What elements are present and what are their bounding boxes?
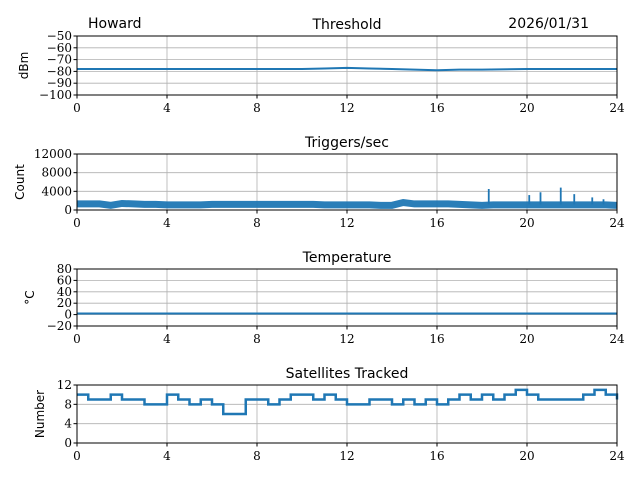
- y-tick-label: −50: [47, 29, 72, 43]
- series-line: [77, 388, 619, 416]
- station-label: Howard: [88, 16, 142, 32]
- x-tick-label: 24: [609, 449, 625, 463]
- x-tick-label: 0: [73, 101, 81, 115]
- y-axis-label: Count: [13, 164, 27, 200]
- x-tick-label: 4: [163, 101, 171, 115]
- y-tick-label: 0: [64, 436, 72, 450]
- x-tick-label: 20: [519, 449, 534, 463]
- series-line: [77, 66, 617, 72]
- x-tick-label: 4: [163, 449, 171, 463]
- x-tick-label: 16: [429, 101, 444, 115]
- y-tick-label: −20: [47, 319, 72, 333]
- y-tick-label: −80: [47, 64, 72, 78]
- y-tick-label: 12000: [34, 147, 72, 161]
- x-tick-label: 24: [609, 216, 625, 230]
- x-tick-label: 0: [73, 332, 81, 346]
- x-tick-label: 12: [339, 332, 354, 346]
- subplot-title: Triggers/sec: [304, 135, 389, 151]
- y-tick-label: 4000: [41, 184, 72, 198]
- x-tick-label: 16: [429, 449, 444, 463]
- y-tick-label: −90: [47, 76, 72, 90]
- y-tick-label: −60: [47, 41, 72, 55]
- axes-frame: [76, 268, 618, 327]
- x-tick-label: 8: [253, 449, 261, 463]
- y-tick-label: 12: [57, 378, 72, 392]
- x-tick-label: 12: [339, 449, 354, 463]
- subplot-title: Temperature: [302, 250, 392, 266]
- date-label: 2026/01/31: [508, 16, 589, 32]
- axes-frame: [76, 35, 618, 96]
- subplot-2: 0 4 8 12 16 20 24 0 4000 8000 12000 Triggers/sec Cou…: [13, 135, 625, 230]
- x-tick-label: 20: [519, 216, 534, 230]
- x-tick-label: 12: [339, 101, 354, 115]
- y-tick-label: 8000: [41, 166, 72, 180]
- y-tick-label: 40: [57, 285, 72, 299]
- x-tick-label: 8: [253, 332, 261, 346]
- y-tick-label: 20: [57, 296, 72, 310]
- subplot-4: 0 4 8 12 16 20 24 0 4 8 12 Satellites Tracked Number: [33, 366, 625, 463]
- x-tick-label: 0: [73, 449, 81, 463]
- y-axis-label: °C: [23, 290, 37, 304]
- x-tick-label: 16: [429, 216, 444, 230]
- x-tick-label: 12: [339, 216, 354, 230]
- y-tick-label: −70: [47, 53, 72, 67]
- y-tick-label: 60: [57, 273, 72, 287]
- series-band: [77, 198, 618, 209]
- x-tick-label: 8: [253, 101, 261, 115]
- x-tick-label: 24: [609, 101, 625, 115]
- y-tick-label: 0: [64, 203, 72, 217]
- y-tick-label: −100: [39, 88, 72, 102]
- subplot-1: 0 4 8 12 16 20 24 −100−90−80−70−60−50 Threshold d…: [17, 17, 625, 115]
- y-axis-label: dBm: [17, 52, 31, 80]
- x-tick-label: 24: [609, 332, 625, 346]
- x-tick-label: 4: [163, 332, 171, 346]
- y-tick-label: 80: [57, 262, 72, 276]
- y-tick-label: 0: [64, 308, 72, 322]
- subplot-title: Satellites Tracked: [286, 366, 409, 382]
- x-tick-label: 20: [519, 101, 534, 115]
- axes-frame: [76, 384, 618, 444]
- x-tick-label: 0: [73, 216, 81, 230]
- axes-frame: [76, 153, 618, 211]
- x-tick-label: 16: [429, 332, 444, 346]
- y-tick-label: 4: [64, 417, 72, 431]
- subplot-title: Threshold: [312, 17, 382, 33]
- x-tick-label: 20: [519, 332, 534, 346]
- y-axis-label: Number: [33, 390, 47, 438]
- y-tick-label: 8: [64, 397, 72, 411]
- x-tick-label: 4: [163, 216, 171, 230]
- x-tick-label: 8: [253, 216, 261, 230]
